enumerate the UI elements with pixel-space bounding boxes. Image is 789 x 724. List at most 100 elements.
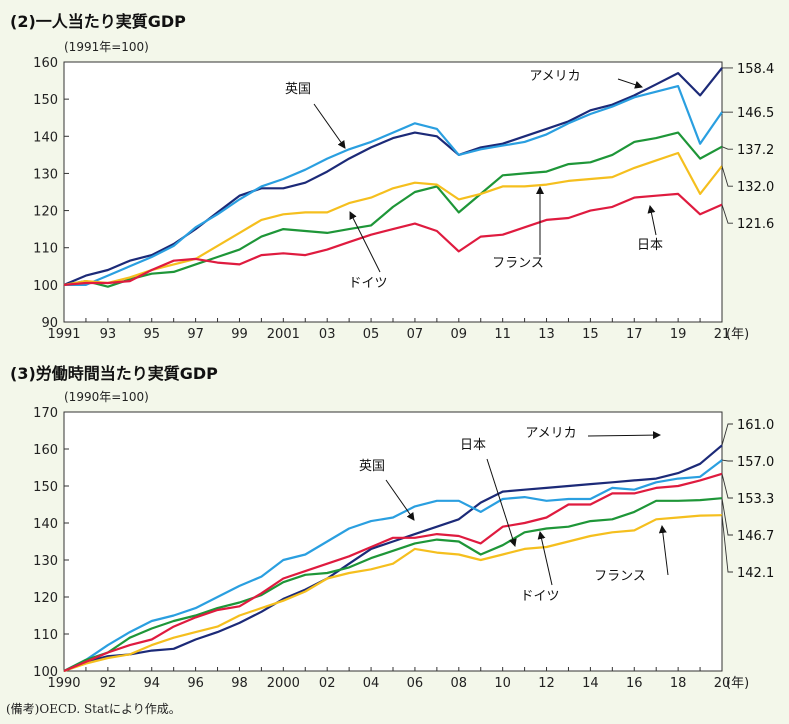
chart-2: 100 110 120 130 140 150 160 170 1990 92 94 96 98 2000…: [33, 406, 774, 691]
end-label-leader: [721, 146, 733, 150]
y-tick-label: 160: [33, 56, 58, 71]
x-tick-label: 16: [626, 676, 643, 691]
y-tick-label: 90: [41, 316, 58, 331]
pointer-arrow: [313, 103, 346, 149]
x-tick-label: 19: [670, 327, 687, 342]
x-tick-label: 21: [714, 327, 731, 342]
x-tick-label: 1990: [47, 676, 80, 691]
series-name-usa: アメリカ: [525, 426, 576, 441]
end-value-label-france: 142.1: [737, 566, 774, 581]
y-tick-label: 110: [33, 242, 58, 257]
end-value-label-germany: 137.2: [737, 143, 774, 158]
end-label-leader: [721, 165, 733, 187]
x-tick-label: 92: [100, 676, 117, 691]
y-tick-label: 150: [33, 480, 58, 495]
end-value-label-usa: 158.4: [737, 62, 774, 77]
y-tick-label: 130: [33, 554, 58, 569]
series-name-uk: 英国: [285, 82, 311, 97]
x-tick-label: 17: [626, 327, 643, 342]
pointer-arrow: [486, 458, 517, 547]
y-tick-label: 130: [33, 167, 58, 182]
end-value-label-usa: 161.0: [737, 418, 774, 433]
chart1-subtitle: (1991年=100): [64, 40, 149, 54]
y-tick-label: 110: [33, 628, 58, 643]
end-label-leader: [721, 473, 733, 499]
series-name-usa: アメリカ: [529, 69, 580, 84]
end-label-leader: [721, 423, 733, 446]
end-label-leader: [721, 515, 733, 573]
pointer-arrow: [385, 479, 415, 521]
chart2-title: (3)労働時間当たり実質GDP: [10, 364, 218, 383]
x-tick-label: 96: [187, 676, 204, 691]
series-line-usa: [63, 67, 723, 286]
x-tick-label: 05: [363, 327, 380, 342]
x-tick-label: 2001: [267, 327, 300, 342]
series-name-japan: 日本: [637, 238, 663, 253]
x-tick-label: 03: [319, 327, 336, 342]
end-label-leader: [721, 498, 733, 536]
x-tick-label: 94: [143, 676, 160, 691]
series-line-japan: [63, 472, 723, 673]
end-value-label-japan: 121.6: [737, 217, 774, 232]
x-tick-label: 2000: [267, 676, 300, 691]
end-value-label-uk: 157.0: [737, 455, 774, 470]
series-line-france: [63, 151, 723, 286]
x-tick-label: 1991: [47, 327, 80, 342]
x-tick-label: 95: [143, 327, 160, 342]
series-name-france: フランス: [492, 256, 544, 271]
end-value-label-japan: 153.3: [737, 492, 774, 507]
series-line-usa: [63, 444, 723, 673]
x-tick-label: 06: [407, 676, 424, 691]
x-tick-label: 98: [231, 676, 248, 691]
x-tick-label: 12: [538, 676, 555, 691]
x-tick-label: 11: [494, 327, 511, 342]
y-tick-label: 100: [33, 665, 58, 680]
x-tick-label: 99: [231, 327, 248, 342]
x-tick-label: 97: [187, 327, 204, 342]
end-value-label-uk: 146.5: [737, 106, 774, 121]
x-tick-label: 07: [407, 327, 424, 342]
series-line-germany: [63, 497, 723, 672]
x-tick-label: 20: [714, 676, 731, 691]
chart-1: 90 100 110 120 130 140 150 160 1991 93 95 97 99 2001 0…: [33, 56, 774, 342]
x-tick-label: 09: [451, 327, 468, 342]
x-tick-label: 02: [319, 676, 336, 691]
series-line-germany: [63, 131, 723, 288]
x-tick-label: 08: [451, 676, 468, 691]
x-unit-label: (年): [726, 327, 749, 342]
y-tick-label: 120: [33, 591, 58, 606]
y-tick-label: 140: [33, 517, 58, 532]
end-value-label-france: 132.0: [737, 180, 774, 195]
pointer-arrow: [349, 211, 381, 273]
x-tick-label: 13: [538, 327, 555, 342]
pointer-arrow: [587, 431, 661, 440]
x-tick-label: 15: [582, 327, 599, 342]
x-tick-label: 18: [670, 676, 687, 691]
pointer-arrow: [537, 531, 553, 586]
pointer-arrow: [647, 205, 657, 236]
y-tick-label: 120: [33, 205, 58, 220]
source-note: (備考)OECD. Statにより作成。: [6, 702, 181, 716]
chart2-subtitle: (1990年=100): [64, 390, 149, 404]
y-tick-label: 160: [33, 443, 58, 458]
y-tick-label: 170: [33, 406, 58, 421]
series-line-france: [63, 514, 723, 673]
chart1-title: (2)一人当たり実質GDP: [10, 12, 186, 31]
pointer-arrow: [658, 525, 669, 576]
x-tick-label: 10: [494, 676, 511, 691]
series-line-japan: [63, 192, 723, 286]
series-line-uk: [63, 459, 723, 672]
series-name-germany: ドイツ: [348, 276, 387, 291]
y-tick-label: 150: [33, 93, 58, 108]
series-line-uk: [64, 84, 723, 286]
series-name-germany: ドイツ: [520, 589, 559, 604]
end-label-leader: [721, 459, 733, 462]
pointer-arrow: [617, 78, 643, 89]
end-label-leader: [721, 204, 733, 224]
x-unit-label: (年): [726, 676, 749, 691]
x-tick-label: 04: [363, 676, 380, 691]
series-name-france: フランス: [594, 569, 646, 584]
x-tick-label: 14: [582, 676, 599, 691]
series-name-uk: 英国: [359, 459, 385, 474]
